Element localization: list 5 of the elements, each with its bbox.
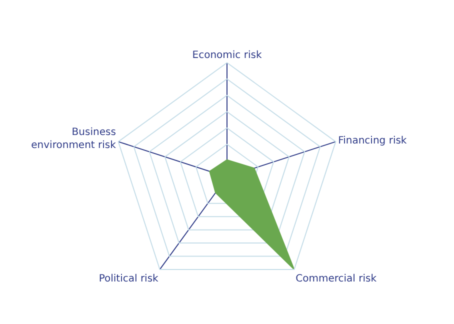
- spoke-label: Economic risk: [192, 50, 262, 62]
- spoke-label: Financing risk: [338, 136, 407, 147]
- spoke-label: Political risk: [98, 274, 159, 285]
- spoke-label: Business environment risk: [31, 127, 116, 152]
- spoke-label: Commercial risk: [296, 274, 377, 285]
